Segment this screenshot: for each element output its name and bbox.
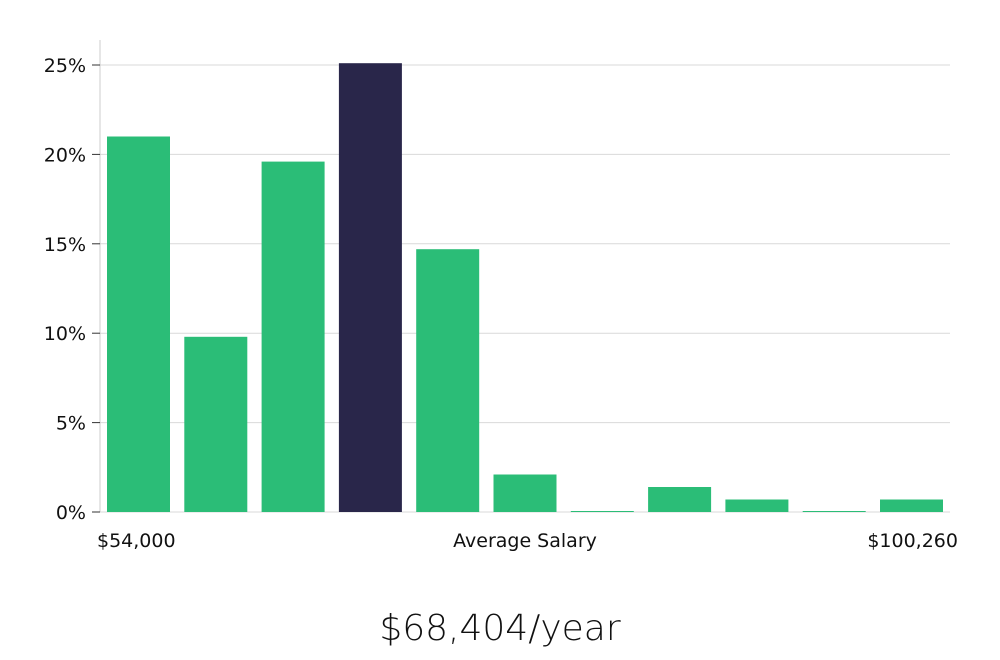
histogram-bar [184, 336, 248, 512]
histogram-bar [570, 511, 634, 512]
histogram-bar [802, 511, 866, 512]
histogram-bar [416, 249, 480, 512]
histogram-bar [648, 487, 712, 512]
x-min-label: $54,000 [97, 530, 176, 552]
y-tick-label: 10% [44, 323, 86, 345]
highlighted-bar [338, 63, 402, 512]
y-tick-label: 0% [56, 502, 86, 524]
x-axis-label: Average Salary [453, 530, 597, 552]
histogram-bars [107, 63, 943, 512]
y-tick-label: 5% [56, 413, 86, 435]
histogram-bar [493, 474, 557, 512]
histogram-bar [725, 499, 789, 512]
y-tick-label: 20% [44, 144, 86, 166]
histogram-bar [261, 161, 325, 512]
y-tick-labels: 0% 5% 10% 15% 20% 25% [44, 55, 100, 524]
y-tick-label: 15% [44, 234, 86, 256]
histogram-bar [880, 499, 943, 512]
y-tick-label: 25% [44, 55, 86, 77]
x-max-label: $100,260 [867, 530, 958, 552]
histogram-bar [107, 136, 170, 512]
average-salary-value: $68,404/year [379, 608, 621, 649]
